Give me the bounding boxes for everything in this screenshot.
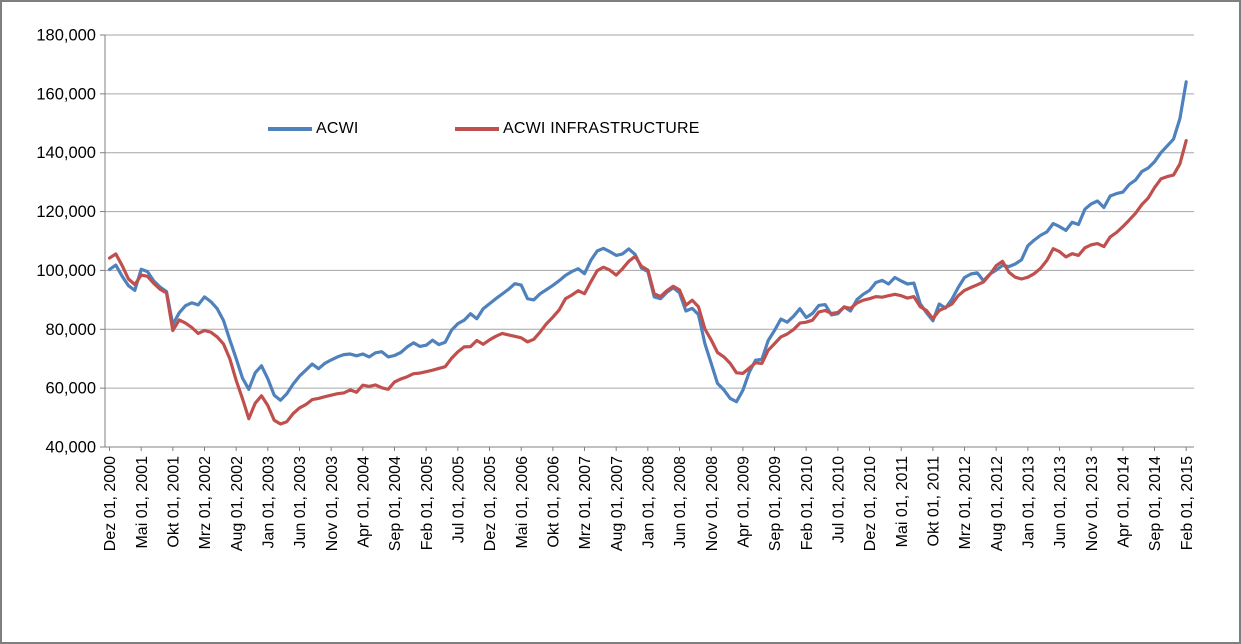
- legend-line-acwi-infrastructure-swatch: [455, 127, 499, 131]
- x-axis-tick-label: Okt 01, 2011: [925, 456, 942, 547]
- x-axis-tick-label: Jan 01, 2003: [260, 456, 277, 549]
- x-axis-tick-label: Mrz 01, 2007: [577, 456, 594, 549]
- x-axis-tick-label: Jul 01, 2010: [830, 456, 847, 543]
- y-axis-tick-label: 160,000: [36, 85, 96, 103]
- x-axis-tick-label: Mrz 01, 2002: [197, 456, 214, 549]
- legend-item-acwi: ACWI: [268, 119, 359, 139]
- x-axis-tick-label: Aug 01, 2007: [609, 456, 626, 551]
- x-axis-tick-label: Feb 01, 2010: [799, 456, 816, 550]
- x-axis-tick-label: Mai 01, 2011: [894, 456, 911, 547]
- x-axis-tick-label: Nov 01, 2008: [704, 456, 721, 551]
- legend-line-acwi-swatch: [268, 127, 312, 131]
- x-axis-tick-label: Aug 01, 2012: [989, 456, 1006, 551]
- x-axis-tick-label: Dez 01, 2000: [102, 456, 119, 551]
- y-axis-tick-label: 60,000: [46, 380, 96, 398]
- x-axis-tick-label: Okt 01, 2006: [545, 456, 562, 548]
- x-axis-tick-label: Mai 01, 2006: [514, 456, 531, 549]
- x-axis-tick-label: Sep 01, 2014: [1147, 456, 1164, 551]
- x-axis-tick-label: Aug 01, 2002: [229, 456, 246, 551]
- y-axis-tick-label: 120,000: [36, 203, 96, 221]
- legend-label-acwi: ACWI: [316, 120, 359, 137]
- y-axis-tick-label: 140,000: [36, 144, 96, 162]
- x-axis-tick-label: Dez 01, 2005: [482, 456, 499, 551]
- x-axis-tick-label: Apr 01, 2004: [355, 456, 372, 548]
- x-axis-tick-label: Jan 01, 2013: [1020, 456, 1037, 549]
- x-axis-tick-label: Feb 01, 2005: [419, 456, 436, 550]
- x-axis-tick-label: Mai 01, 2001: [134, 456, 151, 549]
- x-axis-tick-label: Feb 01, 2015: [1179, 456, 1196, 550]
- series-line-acwi-infrastructure: [107, 139, 1188, 426]
- legend-label-acwi-infrastructure: ACWI INFRASTRUCTURE: [503, 120, 700, 137]
- y-axis-tick-label: 40,000: [46, 439, 96, 457]
- x-axis-tick-label: Jun 01, 2008: [672, 456, 689, 549]
- x-axis-tick-label: Nov 01, 2003: [324, 456, 341, 551]
- x-axis-tick-label: Jun 01, 2003: [292, 456, 309, 549]
- x-axis-tick-label: Jan 01, 2008: [640, 456, 657, 549]
- y-axis-tick-label: 100,000: [36, 262, 96, 280]
- x-axis-tick-label: Apr 01, 2014: [1115, 456, 1132, 548]
- legend-item-acwi-infrastructure: ACWI INFRASTRUCTURE: [455, 119, 700, 139]
- x-axis-tick-label: Mrz 01, 2012: [957, 456, 974, 549]
- x-axis-tick-label: Jun 01, 2013: [1052, 456, 1069, 549]
- y-axis-tick-label: 80,000: [46, 321, 96, 339]
- x-axis-tick-label: Sep 01, 2009: [767, 456, 784, 551]
- y-axis-tick-label: 180,000: [36, 27, 96, 45]
- x-axis-tick-label: Sep 01, 2004: [387, 456, 404, 551]
- x-axis-tick-label: Apr 01, 2009: [735, 456, 752, 548]
- x-axis-tick-label: Okt 01, 2001: [165, 456, 182, 548]
- x-axis-tick-label: Dez 01, 2010: [862, 456, 879, 551]
- x-axis-tick-label: Jul 01, 2005: [450, 456, 467, 543]
- x-axis-tick-label: Nov 01, 2013: [1084, 456, 1101, 551]
